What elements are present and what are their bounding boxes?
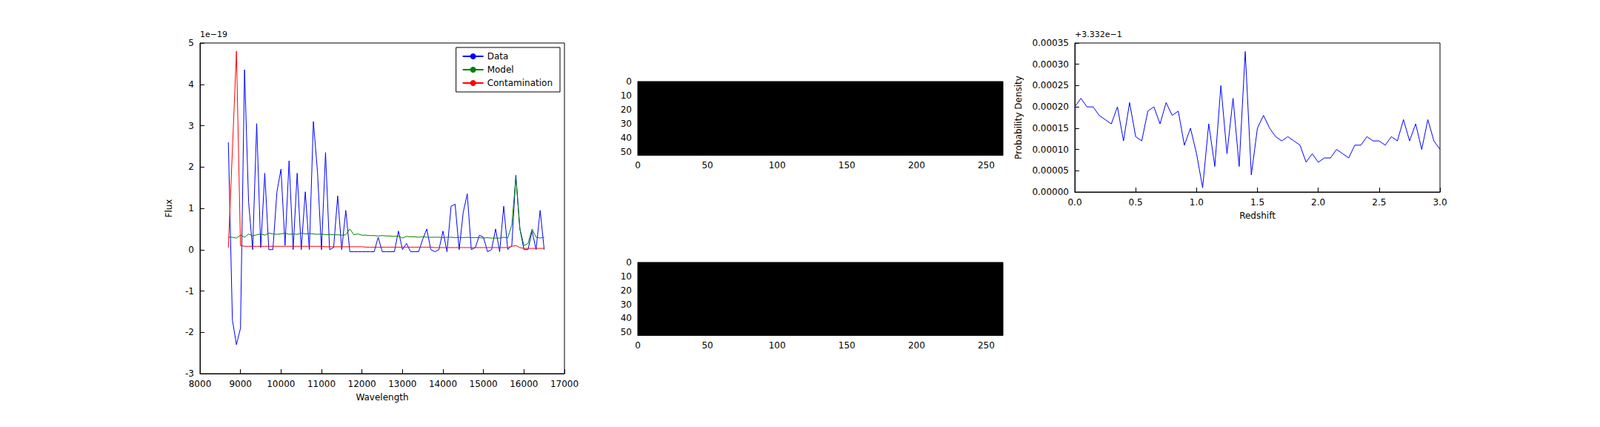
- svg-text:0: 0: [625, 76, 632, 87]
- svg-text:0.00015: 0.00015: [1031, 122, 1069, 134]
- svg-text:Probability Density: Probability Density: [1013, 75, 1024, 160]
- svg-text:0: 0: [634, 160, 641, 171]
- svg-text:0.00000: 0.00000: [1031, 186, 1069, 198]
- svg-text:250: 250: [977, 160, 995, 171]
- svg-text:1: 1: [188, 202, 195, 214]
- svg-text:0.00035: 0.00035: [1031, 37, 1069, 49]
- svg-text:200: 200: [908, 340, 926, 351]
- svg-text:2.5: 2.5: [1371, 197, 1386, 208]
- svg-text:0.00025: 0.00025: [1031, 80, 1069, 91]
- svg-text:150: 150: [838, 160, 856, 171]
- svg-text:1.5: 1.5: [1250, 197, 1265, 208]
- svg-text:Redshift: Redshift: [1239, 210, 1276, 221]
- svg-text:Data: Data: [487, 51, 509, 62]
- svg-text:50: 50: [701, 160, 713, 171]
- svg-text:250: 250: [977, 340, 995, 351]
- svg-text:100: 100: [768, 160, 786, 171]
- svg-text:0.00010: 0.00010: [1031, 144, 1069, 155]
- svg-text:16000: 16000: [509, 378, 538, 389]
- svg-text:0: 0: [625, 257, 632, 268]
- svg-text:3: 3: [188, 120, 195, 132]
- svg-text:11000: 11000: [307, 378, 336, 389]
- svg-text:20: 20: [620, 104, 632, 115]
- svg-text:2: 2: [188, 161, 195, 172]
- svg-text:0.0: 0.0: [1067, 197, 1082, 208]
- svg-text:3.0: 3.0: [1432, 197, 1447, 208]
- svg-text:1.0: 1.0: [1189, 197, 1204, 208]
- svg-text:4: 4: [188, 79, 195, 90]
- svg-text:0.00020: 0.00020: [1031, 101, 1069, 112]
- svg-text:Flux: Flux: [163, 199, 175, 218]
- svg-text:5: 5: [188, 37, 195, 49]
- svg-text:20: 20: [620, 285, 632, 296]
- svg-text:10: 10: [620, 90, 632, 101]
- svg-text:100: 100: [768, 340, 786, 351]
- svg-text:0: 0: [188, 244, 195, 255]
- svg-text:Contamination: Contamination: [487, 77, 553, 89]
- svg-text:30: 30: [620, 299, 632, 310]
- svg-text:Wavelength: Wavelength: [355, 391, 409, 403]
- svg-text:-3: -3: [185, 368, 195, 379]
- svg-text:0.00030: 0.00030: [1031, 59, 1069, 70]
- svg-text:10000: 10000: [266, 378, 295, 389]
- svg-text:-2: -2: [185, 326, 195, 338]
- svg-text:14000: 14000: [428, 378, 458, 389]
- svg-text:10: 10: [620, 271, 632, 282]
- svg-text:50: 50: [620, 146, 632, 158]
- svg-text:0.00005: 0.00005: [1031, 165, 1069, 176]
- svg-text:50: 50: [701, 340, 713, 351]
- svg-text:-1: -1: [185, 285, 195, 297]
- svg-text:200: 200: [908, 160, 926, 171]
- svg-text:40: 40: [620, 312, 632, 323]
- svg-text:40: 40: [620, 132, 632, 143]
- svg-text:30: 30: [620, 118, 632, 129]
- svg-text:1e−19: 1e−19: [200, 29, 228, 40]
- svg-text:9000: 9000: [228, 378, 252, 389]
- svg-text:15000: 15000: [469, 378, 498, 389]
- svg-text:13000: 13000: [388, 378, 417, 389]
- svg-text:2.0: 2.0: [1311, 197, 1326, 208]
- svg-text:Model: Model: [487, 64, 515, 75]
- svg-text:150: 150: [838, 340, 856, 351]
- svg-text:50: 50: [620, 326, 632, 338]
- svg-text:8000: 8000: [188, 378, 212, 389]
- svg-text:0.5: 0.5: [1128, 197, 1143, 208]
- svg-text:17000: 17000: [550, 378, 579, 389]
- svg-text:0: 0: [634, 340, 641, 351]
- svg-text:+3.332e−1: +3.332e−1: [1074, 29, 1123, 40]
- svg-text:12000: 12000: [348, 378, 377, 389]
